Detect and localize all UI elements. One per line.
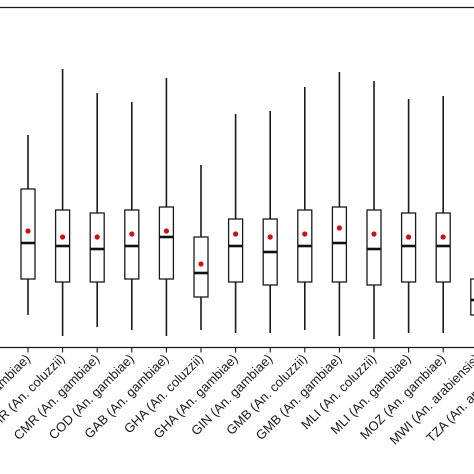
- mean-point: [440, 234, 446, 240]
- box-7: [227, 114, 244, 333]
- box-10: [331, 72, 348, 336]
- iqr-box: [331, 206, 348, 283]
- box-2: [54, 69, 71, 336]
- box-8: [262, 111, 278, 333]
- box-14: [470, 278, 474, 316]
- box-4: [124, 102, 140, 330]
- box-12: [400, 99, 417, 333]
- box-5: [158, 78, 175, 336]
- mean-point: [267, 234, 273, 240]
- mean-point: [198, 261, 204, 267]
- iqr-box: [366, 209, 382, 286]
- iqr-box: [400, 212, 417, 283]
- iqr-box: [158, 206, 175, 280]
- box-6: [193, 165, 209, 330]
- iqr-box: [20, 188, 36, 280]
- boxes-group: [20, 69, 474, 339]
- mean-point: [25, 228, 31, 234]
- box-9: [297, 87, 313, 330]
- iqr-box: [193, 236, 209, 298]
- mean-point: [129, 231, 135, 237]
- iqr-box: [124, 209, 140, 280]
- iqr-box: [89, 212, 105, 283]
- mean-point: [233, 231, 239, 237]
- x-tick-labels-group: …ambiae)CMR (An. coluzzii)CMR (An. gambi…: [0, 351, 474, 447]
- mean-point: [336, 225, 342, 231]
- mean-point: [302, 231, 308, 237]
- mean-point: [406, 234, 412, 240]
- mean-point: [371, 231, 377, 237]
- box-13: [435, 96, 451, 333]
- mean-point: [60, 234, 66, 240]
- box-3: [89, 93, 105, 327]
- iqr-box: [227, 218, 244, 283]
- mean-point: [163, 228, 169, 234]
- box-1: [20, 135, 36, 315]
- iqr-box: [470, 278, 474, 316]
- box-11: [366, 81, 382, 339]
- iqr-box: [435, 212, 451, 283]
- x-ticks-group: [27, 347, 444, 353]
- mean-point: [94, 234, 100, 240]
